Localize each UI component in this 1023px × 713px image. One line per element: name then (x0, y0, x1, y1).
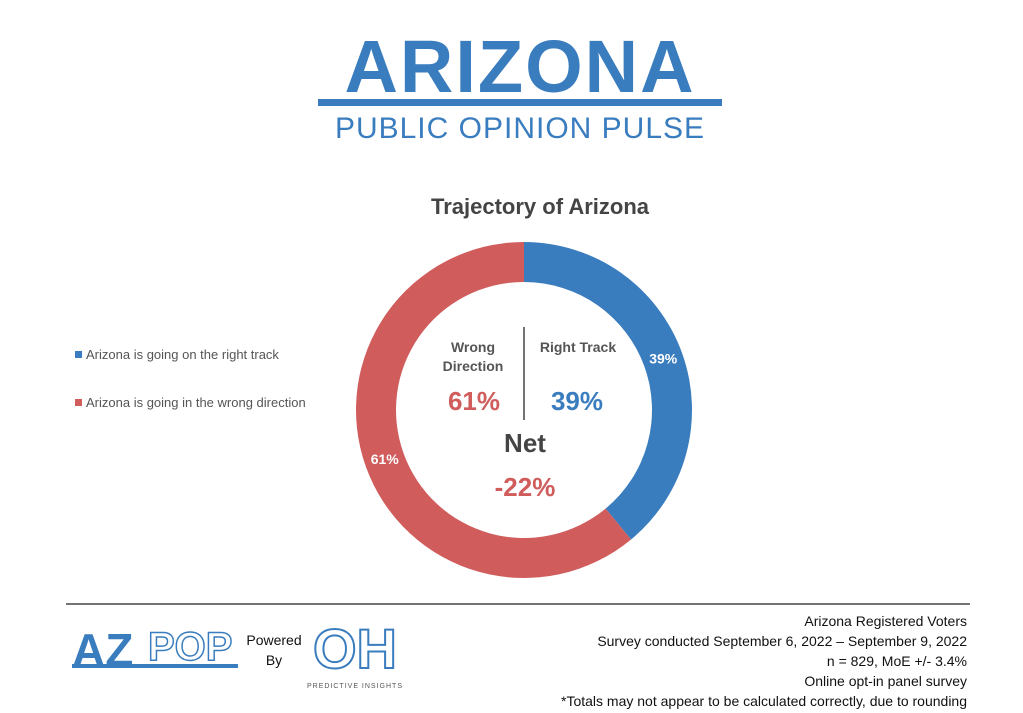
donut-slice (524, 242, 693, 540)
footer-note: Online opt-in panel survey (804, 673, 967, 689)
footer-note: Arizona Registered Voters (804, 613, 967, 629)
chart-title: Trajectory of Arizona (431, 194, 650, 219)
logo-pop: POP (148, 625, 232, 669)
legend-swatch (75, 351, 82, 358)
header-subtitle: PUBLIC OPINION PULSE (335, 112, 705, 145)
legend-label: Arizona is going in the wrong direction (86, 395, 306, 410)
donut-slice (356, 242, 632, 578)
footer-note: Survey conducted September 6, 2022 – Sep… (597, 633, 967, 649)
logo-oh-sub: PREDICTIVE INSIGHTS (307, 683, 403, 690)
center-right-value: 39% (550, 386, 604, 416)
header-title: ARIZONA (344, 25, 695, 108)
center-left-value: 61% (447, 386, 501, 416)
net-label: Net (504, 428, 546, 458)
logo-rule (72, 664, 238, 668)
header-rule (318, 99, 722, 106)
legend-swatch (75, 399, 82, 406)
footer-note: *Totals may not appear to be calculated … (561, 693, 967, 709)
legend-label: Arizona is going on the right track (86, 347, 279, 362)
powered-text: Powered (246, 632, 301, 648)
net-value: -22% (494, 472, 556, 502)
by-text: By (266, 652, 282, 668)
logo-az: AZ (72, 624, 133, 676)
slice-label: 39% (649, 351, 678, 367)
logo-oh: OH (313, 617, 397, 680)
footer-note: n = 829, MoE +/- 3.4% (826, 653, 967, 669)
center-right-label: Right Track (539, 339, 617, 355)
center-left-label: Wrong Direction (442, 339, 504, 374)
slice-label: 61% (371, 451, 400, 467)
